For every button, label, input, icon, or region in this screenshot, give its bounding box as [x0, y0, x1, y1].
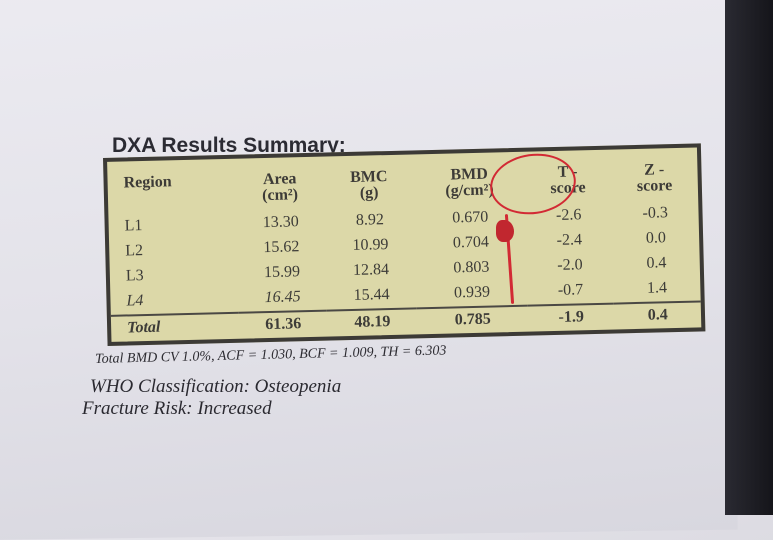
cell-bmc: 8.92 [355, 210, 385, 229]
cell-tscore: -2.0 [557, 256, 583, 274]
cell-area: 13.30 [262, 212, 299, 231]
who-classification: WHO Classification: Osteopenia [90, 376, 342, 397]
cell-bmc: 12.84 [352, 260, 390, 279]
cell-area: 15.62 [263, 237, 300, 256]
cell-bmc: 10.99 [352, 235, 389, 254]
tscore-ink-mark [496, 220, 514, 242]
page-title: DXA Results Summary: [112, 134, 346, 157]
cell-bmc: 48.19 [326, 308, 418, 337]
header-bmc: BMC (g) [349, 168, 388, 202]
cell-region: L2 [125, 241, 144, 260]
results-table-box: Region Area (cm²) BMC (g) BMD (g/cm²) T - sc… [103, 143, 706, 346]
cell-zscore: 0.4 [614, 301, 702, 330]
cell-bmd: 0.785 [417, 305, 529, 335]
cell-region: Total [110, 312, 240, 342]
cell-region: L4 [126, 292, 144, 310]
cell-area: 15.99 [263, 263, 301, 281]
cell-zscore: 0.4 [646, 254, 667, 272]
header-area: Area (cm²) [261, 170, 299, 205]
cell-tscore: -1.9 [527, 303, 615, 332]
dark-background-edge [725, 0, 773, 515]
header-region: Region [123, 173, 172, 192]
header-zscore: Z - score [636, 161, 673, 195]
cell-zscore: 1.4 [646, 279, 668, 297]
results-table: Region Area (cm²) BMC (g) BMD (g/cm²) T - sc… [107, 147, 702, 342]
cell-bmc: 15.44 [353, 286, 390, 304]
fracture-risk: Fracture Risk: Increased [82, 398, 272, 419]
cell-region: L1 [124, 216, 143, 235]
cell-zscore: -0.3 [642, 203, 669, 222]
cell-zscore: 0.0 [645, 228, 667, 247]
cell-area: 16.45 [264, 288, 301, 307]
cell-region: L3 [125, 266, 144, 285]
cell-tscore: -2.4 [556, 231, 583, 249]
cell-tscore: -0.7 [557, 281, 584, 299]
cell-area: 61.36 [239, 310, 328, 339]
